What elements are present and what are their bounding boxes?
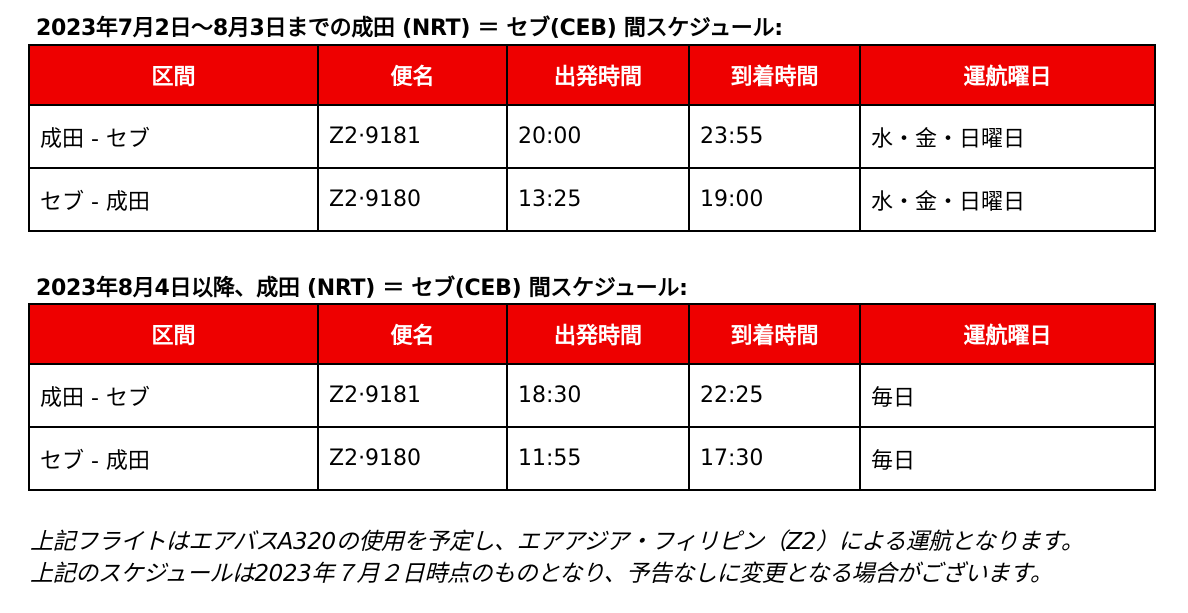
table-row: 成田 - セブ Z2·9181 20:00 23:55 水・金・日曜日: [28, 104, 1156, 169]
flight-number-cell: Z2·9180: [317, 426, 508, 491]
column-header-operating-days: 運航曜日: [859, 303, 1156, 365]
schedule-2-table: 区間 便名 出発時間 到着時間 運航曜日 成田 - セブ Z2·9181 18:…: [28, 303, 1156, 491]
table-row: セブ - 成田 Z2·9180 13:25 19:00 水・金・日曜日: [28, 167, 1156, 232]
column-header-route: 区間: [28, 303, 319, 365]
departure-time-cell: 18:30: [506, 363, 690, 428]
schedule-2-heading: 2023年8月4日以降、成田 (NRT) ＝ セブ(CEB) 間スケジュール:: [36, 276, 688, 301]
arrival-time-cell: 22:25: [688, 363, 861, 428]
arrival-time-cell: 19:00: [688, 167, 861, 232]
column-header-departure-time: 出発時間: [506, 44, 690, 106]
column-header-flight-number: 便名: [317, 44, 508, 106]
route-cell: セブ - 成田: [28, 167, 319, 232]
arrival-time-cell: 17:30: [688, 426, 861, 491]
schedule-1-table: 区間 便名 出発時間 到着時間 運航曜日 成田 - セブ Z2·9181 20:…: [28, 44, 1156, 232]
operating-days-cell: 水・金・日曜日: [859, 167, 1156, 232]
route-cell: 成田 - セブ: [28, 104, 319, 169]
footnote-aircraft: 上記フライトはエアバスA320の使用を予定し、エアアジア・フィリピン（Z2）によ…: [30, 529, 1084, 555]
schedule-1-heading: 2023年7月2日～8月3日までの成田 (NRT) ＝ セブ(CEB) 間スケジ…: [36, 16, 783, 41]
table-header-row: 区間 便名 出発時間 到着時間 運航曜日: [28, 303, 1156, 365]
column-header-arrival-time: 到着時間: [688, 44, 861, 106]
departure-time-cell: 13:25: [506, 167, 690, 232]
departure-time-cell: 20:00: [506, 104, 690, 169]
footnote-schedule-change: 上記のスケジュールは2023年７月２日時点のものとなり、予告なしに変更となる場合…: [30, 561, 1053, 587]
flight-number-cell: Z2·9181: [317, 363, 508, 428]
route-cell: セブ - 成田: [28, 426, 319, 491]
table-row: 成田 - セブ Z2·9181 18:30 22:25 毎日: [28, 363, 1156, 428]
column-header-operating-days: 運航曜日: [859, 44, 1156, 106]
column-header-flight-number: 便名: [317, 303, 508, 365]
flight-number-cell: Z2·9181: [317, 104, 508, 169]
column-header-departure-time: 出発時間: [506, 303, 690, 365]
column-header-arrival-time: 到着時間: [688, 303, 861, 365]
column-header-route: 区間: [28, 44, 319, 106]
operating-days-cell: 毎日: [859, 363, 1156, 428]
arrival-time-cell: 23:55: [688, 104, 861, 169]
operating-days-cell: 水・金・日曜日: [859, 104, 1156, 169]
footnotes: 上記フライトはエアバスA320の使用を予定し、エアアジア・フィリピン（Z2）によ…: [30, 526, 1084, 590]
table-header-row: 区間 便名 出発時間 到着時間 運航曜日: [28, 44, 1156, 106]
operating-days-cell: 毎日: [859, 426, 1156, 491]
table-row: セブ - 成田 Z2·9180 11:55 17:30 毎日: [28, 426, 1156, 491]
flight-number-cell: Z2·9180: [317, 167, 508, 232]
departure-time-cell: 11:55: [506, 426, 690, 491]
route-cell: 成田 - セブ: [28, 363, 319, 428]
